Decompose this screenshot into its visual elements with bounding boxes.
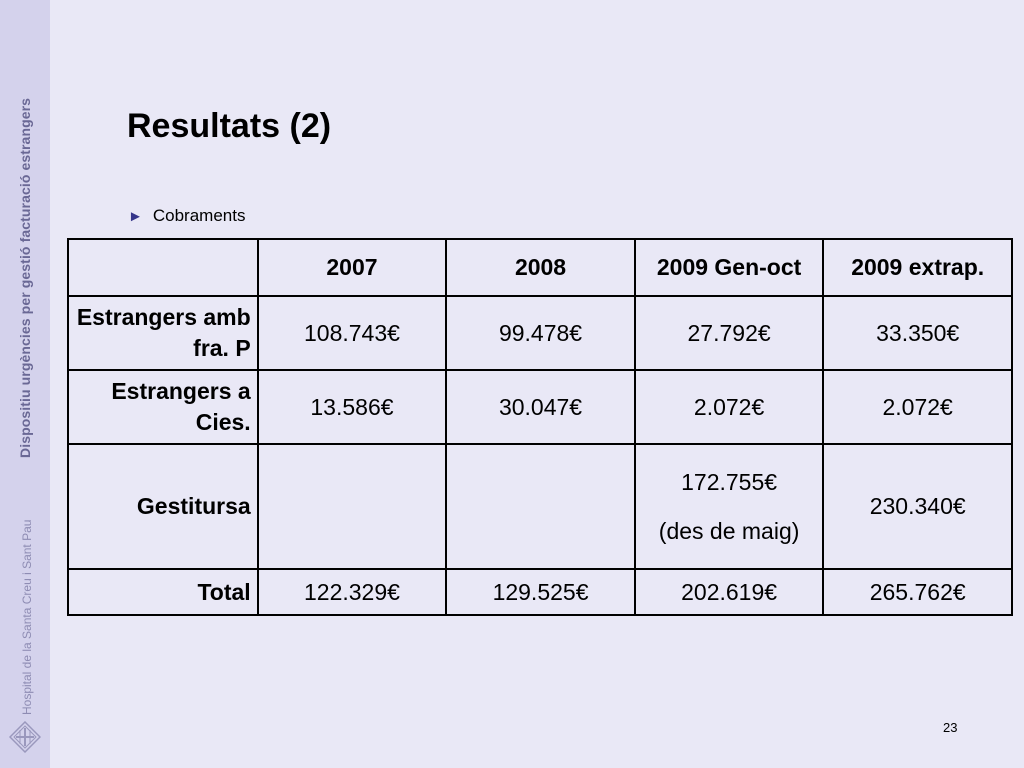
page-title: Resultats (2) bbox=[127, 107, 332, 145]
table-cell: 108.743€ bbox=[256, 295, 448, 371]
header-cell-empty bbox=[67, 238, 259, 297]
row-label: Total bbox=[67, 568, 259, 616]
header-row: 2007 2008 2009 Gen-oct 2009 extrap. bbox=[67, 238, 1013, 297]
hospital-logo-icon bbox=[9, 721, 41, 753]
results-table: 2007 2008 2009 Gen-oct 2009 extrap. Estr… bbox=[67, 238, 1013, 616]
table-row: Gestitursa 172.755€ (des de maig) 230.34… bbox=[67, 443, 1013, 570]
row-label: Estrangers a Cies. bbox=[67, 369, 259, 445]
sidebar-organization: Hospital de la Santa Creu i Sant Pau bbox=[20, 519, 34, 715]
table-cell: 2.072€ bbox=[822, 369, 1013, 445]
header-cell-2008: 2008 bbox=[445, 238, 636, 297]
cell-value: 172.755€ bbox=[681, 468, 778, 495]
table-cell: 129.525€ bbox=[445, 568, 636, 616]
table-cell: 27.792€ bbox=[633, 295, 825, 371]
table-row: Estrangers amb fra. P 108.743€ 99.478€ 2… bbox=[67, 295, 1013, 371]
table-cell: 265.762€ bbox=[822, 568, 1013, 616]
header-cell-2009-gen-oct: 2009 Gen-oct bbox=[633, 238, 825, 297]
table-cell: 99.478€ bbox=[445, 295, 636, 371]
cell-note: (des de maig) bbox=[658, 517, 800, 544]
table-cell: 30.047€ bbox=[445, 369, 636, 445]
table-cell: 230.340€ bbox=[822, 443, 1013, 570]
bullet-marker: ► bbox=[128, 208, 143, 225]
row-label: Gestitursa bbox=[67, 443, 259, 570]
header-cell-2007: 2007 bbox=[256, 238, 448, 297]
header-cell-2009-extrap: 2009 extrap. bbox=[822, 238, 1013, 297]
sidebar-title: Dispositiu urgències per gestió facturac… bbox=[17, 97, 33, 458]
table-cell bbox=[256, 443, 448, 570]
bullet-item: ► Cobraments bbox=[128, 206, 245, 226]
table-row: Estrangers a Cies. 13.586€ 30.047€ 2.072… bbox=[67, 369, 1013, 445]
table-row-total: Total 122.329€ 129.525€ 202.619€ 265.762… bbox=[67, 568, 1013, 616]
table-cell: 33.350€ bbox=[822, 295, 1013, 371]
table-cell bbox=[445, 443, 636, 570]
bullet-text: Cobraments bbox=[152, 206, 246, 225]
row-label: Estrangers amb fra. P bbox=[67, 295, 259, 371]
sidebar: Dispositiu urgències per gestió facturac… bbox=[0, 0, 50, 768]
table-cell: 202.619€ bbox=[633, 568, 825, 616]
table-cell: 2.072€ bbox=[633, 369, 825, 445]
table-cell: 13.586€ bbox=[256, 369, 448, 445]
page-number: 23 bbox=[943, 720, 958, 735]
table-cell: 122.329€ bbox=[256, 568, 448, 616]
table-cell: 172.755€ (des de maig) bbox=[633, 443, 825, 570]
